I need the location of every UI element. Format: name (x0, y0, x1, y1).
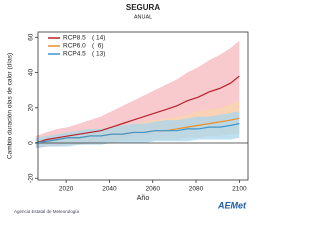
y-tick-label: 20 (28, 104, 35, 112)
x-axis-label: Año (137, 195, 150, 202)
x-tick-label: 2080 (189, 186, 204, 193)
y-tick-label: 40 (28, 69, 35, 77)
legend-label: RCP4.5 (63, 51, 86, 58)
plot-frame (37, 31, 249, 181)
legend-count: ( 13) (92, 51, 105, 58)
legend-label: RCP6.0 (63, 43, 86, 50)
chart: SEGURA ANUAL Año Cambio duración olas de… (7, 3, 249, 214)
range-band (35, 111, 240, 149)
y-tick-label: 0 (28, 141, 35, 145)
y-tick-label: 60 (28, 33, 35, 41)
legend-count: ( 14) (92, 35, 105, 42)
y-axis-label: Cambio duración olas de calor (días) (7, 53, 14, 159)
footer-logo: AEMet (217, 200, 247, 210)
series-line (35, 123, 240, 144)
legend-count: ( 6) (92, 43, 104, 50)
y-tick-label: -20 (28, 173, 35, 183)
series-line (35, 75, 240, 144)
x-tick-label: 2040 (102, 186, 117, 193)
x-tick-label: 2100 (232, 186, 247, 193)
legend-label: RCP8.5 (63, 35, 86, 42)
x-tick-label: 2060 (146, 186, 161, 193)
footer-agency: Agencia Estatal de Meteorología (14, 209, 80, 214)
chart-title: SEGURA (126, 3, 160, 12)
x-tick-label: 2020 (59, 186, 74, 193)
chart-subtitle: ANUAL (134, 14, 152, 20)
